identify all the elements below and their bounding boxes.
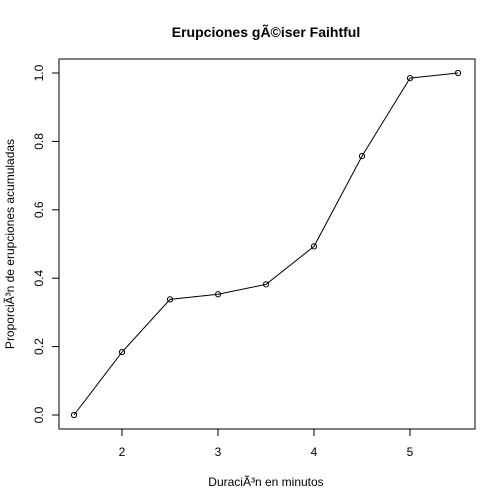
data-point [310, 243, 318, 250]
x-tick-label: 3 [215, 445, 222, 459]
y-tick-label: 0.0 [32, 406, 46, 423]
y-axis: 0.0 0.2 0.4 0.6 0.8 1.0 [32, 64, 60, 423]
data-point [358, 153, 366, 160]
y-tick-label: 0.2 [32, 338, 46, 355]
plot-frame [58, 58, 476, 430]
x-tick-label: 2 [119, 445, 126, 459]
y-tick-label: 0.8 [32, 133, 46, 150]
data-point [262, 281, 270, 288]
x-axis-label: DuraciÃ³n en minutos [208, 475, 323, 489]
data-point [406, 75, 414, 82]
data-point [166, 296, 174, 303]
data-point [454, 69, 462, 77]
x-tick-label: 4 [311, 445, 318, 459]
chart-title: Erupciones gÃ©iser Faihtful [172, 23, 360, 40]
data-points [70, 69, 462, 419]
x-tick-label: 5 [407, 445, 414, 459]
cumulative-proportion-line [73, 72, 459, 416]
x-axis: 2 3 4 5 [119, 428, 414, 459]
data-point [70, 411, 78, 419]
y-tick-label: 0.4 [32, 270, 46, 287]
y-axis-label: ProporciÃ³n de erupciones acumuladas [3, 139, 17, 349]
y-tick-label: 1.0 [32, 64, 46, 81]
y-tick-label: 0.6 [32, 201, 46, 218]
data-point [118, 348, 126, 356]
data-point [214, 291, 222, 298]
